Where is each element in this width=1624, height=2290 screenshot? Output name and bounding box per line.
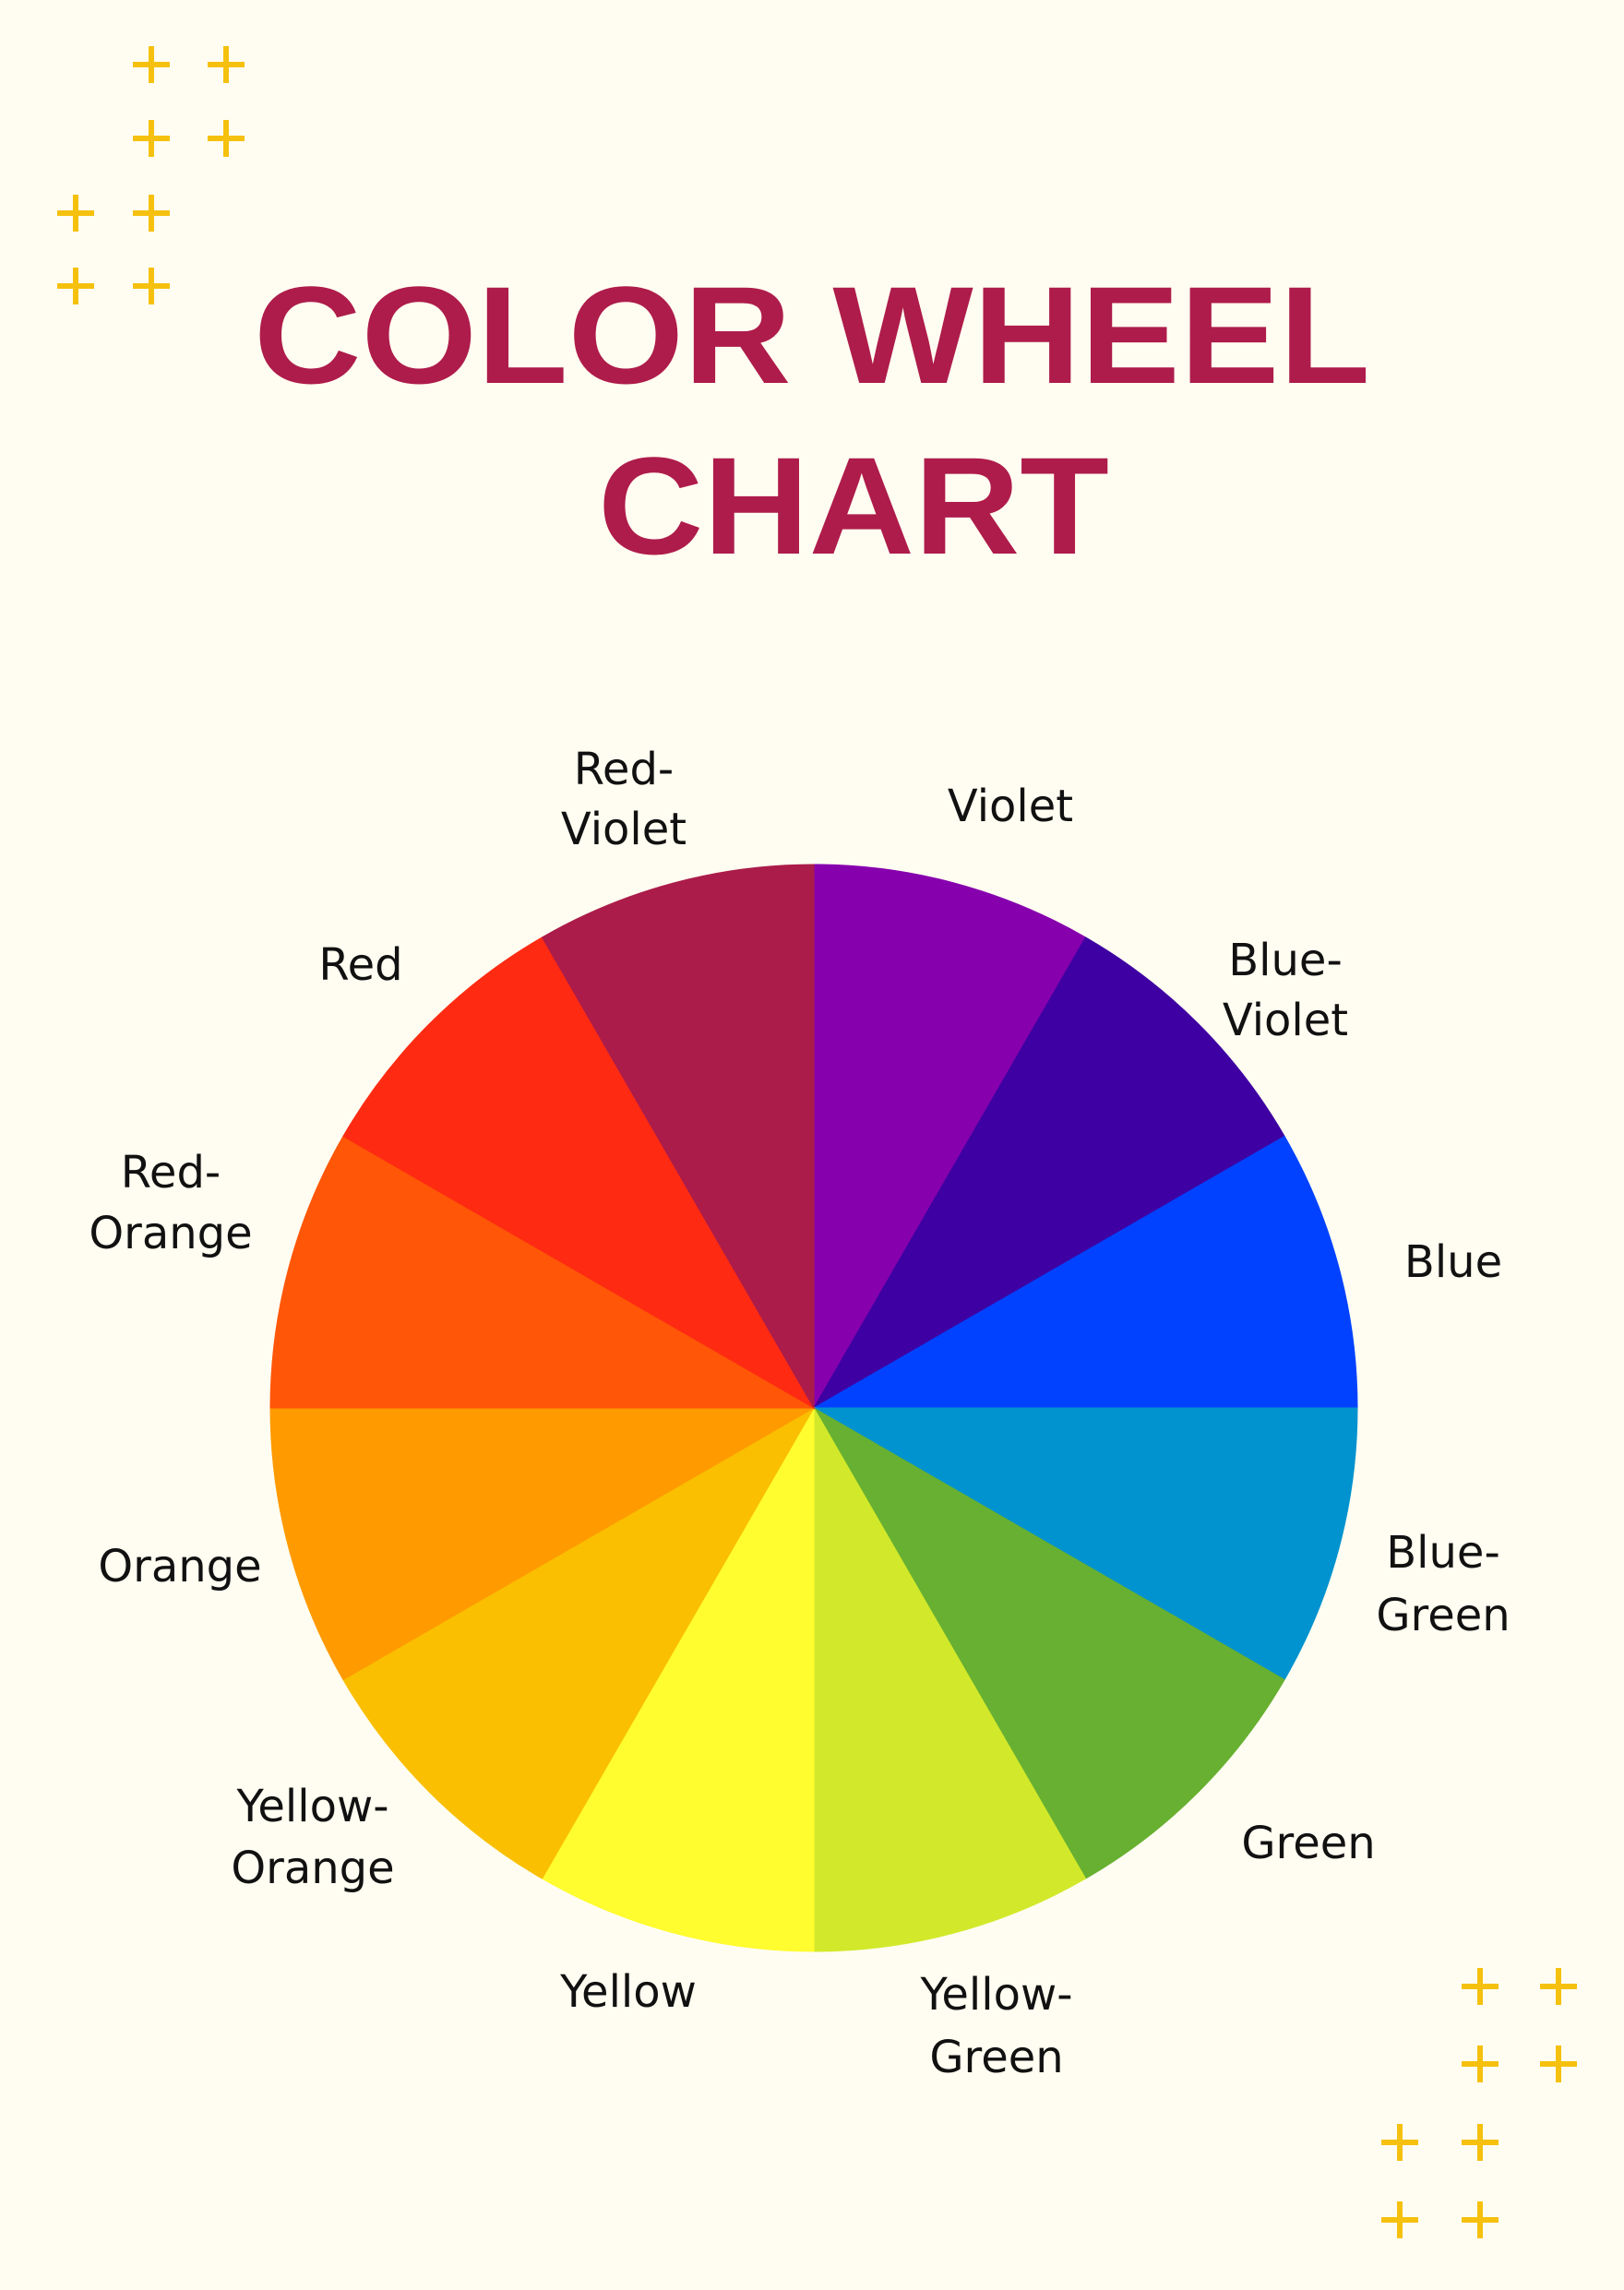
plus-icon bbox=[1540, 1968, 1577, 2005]
wheel-slice-blue-green bbox=[812, 1407, 1358, 1681]
wheel-slice-yellow-orange bbox=[342, 1406, 816, 1879]
label-line: Blue- bbox=[1228, 935, 1343, 986]
plus-icon bbox=[1540, 2045, 1577, 2082]
label-line: Orange bbox=[89, 1208, 252, 1259]
wheel-slice-blue-violet bbox=[812, 936, 1285, 1410]
plus-icon bbox=[57, 195, 94, 232]
label-orange: Orange bbox=[98, 1541, 261, 1592]
label-line: Orange bbox=[98, 1541, 261, 1592]
plus-icon bbox=[208, 46, 245, 83]
label-line: Violet bbox=[561, 804, 687, 855]
label-line: Blue- bbox=[1386, 1527, 1500, 1579]
plus-icon bbox=[1462, 2201, 1499, 2238]
label-yellow-green: Yellow- Green bbox=[919, 1969, 1072, 2083]
wheel-slice-red-orange bbox=[269, 1135, 816, 1409]
plus-icon bbox=[133, 268, 170, 304]
plus-icon bbox=[133, 195, 170, 232]
plus-icon bbox=[208, 120, 245, 157]
wheel-slice-red bbox=[342, 936, 816, 1410]
label-blue-green: Blue- Green bbox=[1376, 1527, 1510, 1641]
title-line-2: CHART bbox=[598, 428, 1109, 583]
label-line: Yellow bbox=[559, 1966, 697, 2018]
label-red: Red bbox=[318, 939, 402, 991]
label-line: Red- bbox=[121, 1147, 221, 1199]
label-line: Green bbox=[929, 2032, 1063, 2083]
color-wheel bbox=[269, 864, 1358, 1952]
label-line: Yellow- bbox=[919, 1969, 1072, 2021]
plus-icon bbox=[1381, 2201, 1418, 2238]
plus-icon bbox=[133, 46, 170, 83]
wheel-slice-green bbox=[812, 1406, 1285, 1879]
label-red-orange: Red- Orange bbox=[89, 1147, 252, 1259]
label-yellow-orange: Yellow- Orange bbox=[231, 1781, 394, 1894]
label-blue-violet: Blue- Violet bbox=[1223, 935, 1348, 1046]
wheel-slice-red-violet bbox=[541, 864, 815, 1410]
wheel-slice-orange bbox=[269, 1407, 816, 1681]
label-line: Yellow- bbox=[235, 1781, 388, 1832]
wheel-slice-yellow bbox=[541, 1406, 815, 1952]
label-line: Red bbox=[318, 939, 402, 991]
plus-decorations bbox=[57, 46, 1577, 2238]
wheel-slice-violet bbox=[813, 864, 1087, 1410]
wheel-slice-blue bbox=[812, 1135, 1358, 1409]
label-yellow: Yellow bbox=[559, 1966, 697, 2018]
label-red-violet: Red- Violet bbox=[561, 744, 687, 855]
plus-icon bbox=[57, 268, 94, 304]
label-line: Violet bbox=[948, 781, 1073, 832]
plus-icon bbox=[133, 120, 170, 157]
label-green: Green bbox=[1241, 1818, 1375, 1869]
label-line: Red- bbox=[574, 744, 675, 795]
label-line: Violet bbox=[1223, 995, 1348, 1046]
label-line: Orange bbox=[231, 1843, 394, 1894]
plus-icon bbox=[1381, 2124, 1418, 2161]
plus-icon bbox=[1462, 1968, 1499, 2005]
label-line: Green bbox=[1241, 1818, 1375, 1869]
label-line: Green bbox=[1376, 1590, 1510, 1641]
label-blue: Blue bbox=[1404, 1236, 1502, 1288]
label-violet: Violet bbox=[948, 781, 1073, 832]
plus-icon bbox=[1462, 2124, 1499, 2161]
wheel-labels: VioletBlue-VioletBlueBlue-GreenGreenYell… bbox=[89, 744, 1510, 2083]
wheel-slice-yellow-green bbox=[813, 1406, 1087, 1952]
title-line-1: COLOR WHEEL bbox=[254, 257, 1370, 412]
plus-icon bbox=[1462, 2045, 1499, 2082]
label-line: Blue bbox=[1404, 1236, 1502, 1288]
